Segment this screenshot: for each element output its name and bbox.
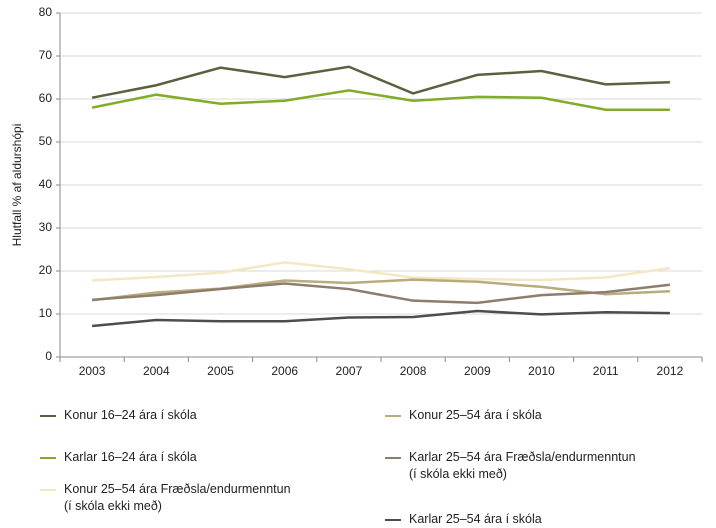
x-tick-label: 2008 (400, 364, 427, 378)
legend-swatch (40, 457, 56, 459)
legend-swatch (40, 415, 56, 417)
y-tick-label: 70 (39, 48, 53, 62)
legend-label: Karlar 25–54 ára Fræðsla/endurmenntun (í… (409, 450, 636, 481)
y-tick-label: 60 (39, 91, 53, 105)
legend-swatch (385, 519, 401, 521)
y-tick-label: 80 (39, 5, 53, 19)
legend-item: Konur 25–54 ára í skóla (385, 407, 542, 424)
legend-item: Karlar 25–54 ára Fræðsla/endurmenntun (í… (385, 449, 636, 483)
y-tick-label: 40 (39, 177, 53, 191)
line-series (92, 261, 671, 282)
x-tick-label: 2003 (79, 364, 106, 378)
x-tick-label: 2007 (336, 364, 363, 378)
x-tick-label: 2004 (143, 364, 170, 378)
x-tick-label: 2005 (207, 364, 234, 378)
legend-item: Konur 16–24 ára í skóla (40, 407, 197, 424)
y-tick-label: 10 (39, 306, 53, 320)
chart: Hlutfall % af aldurshópi 0 10 20 30 40 50 60 70… (10, 5, 703, 378)
legend-label: Konur 25–54 ára í skóla (409, 408, 542, 422)
line-series (92, 282, 671, 305)
y-tick-label: 20 (39, 263, 53, 277)
line-series (91, 65, 670, 99)
y-tick-label: 30 (39, 220, 53, 234)
y-axis-label: Hlutfall % af aldurshópi (10, 124, 24, 247)
legend-label: Konur 16–24 ára í skóla (64, 408, 197, 422)
legend-swatch (40, 489, 56, 491)
legend-item: Karlar 25–54 ára í skóla (385, 511, 542, 528)
y-tick-label: 0 (45, 349, 52, 363)
x-tick-label: 2012 (657, 364, 684, 378)
line-series (91, 278, 670, 302)
x-tick-label: 2006 (271, 364, 298, 378)
legend-item: Karlar 16–24 ára í skóla (40, 449, 197, 466)
legend-swatch (385, 457, 401, 459)
line-series (91, 309, 670, 328)
legend-label: Karlar 16–24 ára í skóla (64, 450, 197, 464)
line-series (91, 89, 670, 111)
legend-item: Konur 25–54 ára Fræðsla/endurmenntun (í … (40, 481, 291, 515)
legend-swatch (385, 415, 401, 417)
y-tick-label: 50 (39, 134, 53, 148)
x-tick-label: 2011 (593, 364, 619, 378)
x-tick-label: 2010 (528, 364, 555, 378)
legend-label: Karlar 25–54 ára í skóla (409, 512, 542, 526)
legend-label: Konur 25–54 ára Fræðsla/endurmenntun (í … (64, 482, 291, 513)
x-tick-label: 2009 (464, 364, 491, 378)
